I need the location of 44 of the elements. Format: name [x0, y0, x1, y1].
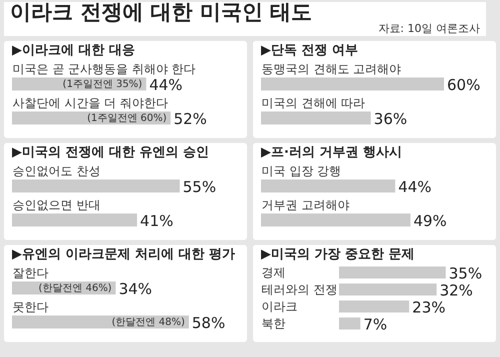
data-label: 35%	[448, 264, 482, 282]
chart-title: ▶프·러의 거부권 행사시	[261, 145, 402, 160]
y-tick-label: 테러와의 전쟁	[262, 282, 338, 296]
y-tick-label: 잘한다	[12, 266, 48, 280]
y-tick-label: 이라크	[262, 300, 298, 314]
y-tick-label: 미국은 곧 군사행동을 취해야 한다	[12, 62, 196, 76]
y-tick-label: 사찰단에 시간을 더 줘야한다	[12, 96, 168, 110]
data-label: 36%	[374, 110, 408, 128]
data-label: 52%	[174, 110, 207, 128]
y-tick-label: 경제	[262, 266, 286, 280]
text: 이라크 전쟁에 대한 미국인 태도	[10, 0, 312, 24]
bar	[339, 300, 410, 312]
data-label: 32%	[440, 282, 473, 300]
text: 자료: 10일 여론조사	[378, 22, 480, 35]
data-label: 44%	[149, 76, 183, 94]
data-label: 44%	[398, 178, 432, 196]
chart-title: ▶이라크에 대한 대응	[12, 43, 136, 58]
data-label: 7%	[363, 316, 388, 334]
data-label: 55%	[182, 178, 216, 196]
annotation: (한달전엔 48%)	[112, 317, 185, 328]
data-label: 34%	[118, 280, 152, 298]
y-tick-label: 승인없어도 찬성	[12, 164, 100, 178]
y-tick-label: 못한다	[12, 300, 48, 314]
y-tick-label: 북한	[262, 316, 286, 330]
y-tick-label: 미국의 견해에 따라	[262, 96, 366, 110]
y-tick-label: 미국 입장 강행	[262, 164, 342, 178]
y-tick-label: 승인없으면 반대	[12, 198, 100, 212]
data-label: 49%	[413, 212, 447, 230]
y-tick-label: 거부권 고려해야	[262, 198, 350, 212]
annotation: (1주일전엔 35%)	[62, 79, 142, 90]
chart-title: ▶미국의 전쟁에 대한 유엔의 승인	[12, 145, 210, 160]
annotation: (1주일전엔 60%)	[87, 113, 167, 124]
bar	[339, 284, 437, 296]
chart-title: ▶미국의 가장 중요한 문제	[261, 247, 415, 262]
bar	[339, 318, 360, 330]
data-label: 23%	[412, 298, 446, 316]
chart-title: ▶유엔의 이라크문제 처리에 대한 평가	[12, 247, 236, 262]
bar	[339, 266, 446, 278]
data-label: 41%	[140, 212, 174, 230]
chart-title: ▶단독 전쟁 여부	[261, 43, 358, 58]
y-tick-label: 동맹국의 견해도 고려해야	[262, 62, 402, 76]
data-label: 60%	[447, 76, 480, 94]
data-label: 58%	[192, 314, 226, 332]
annotation: (한달전엔 46%)	[38, 283, 112, 294]
